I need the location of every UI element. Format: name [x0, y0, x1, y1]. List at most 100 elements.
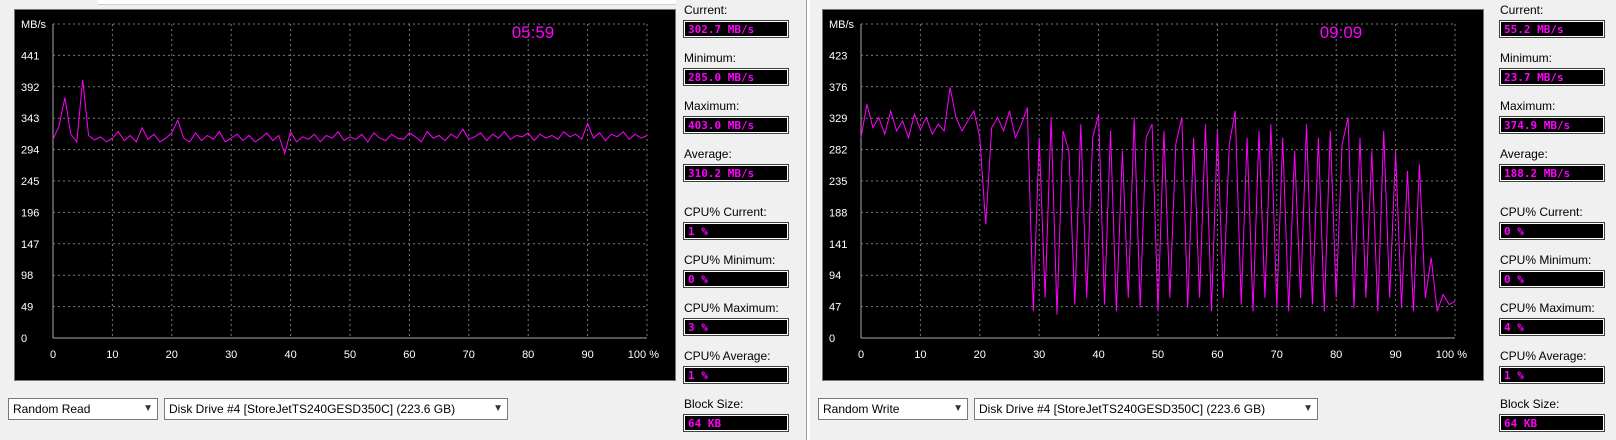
panel-divider [806, 0, 810, 440]
stat-value-cpu-maximum: 3 % [683, 318, 789, 336]
x-tick-label: 10 [914, 349, 926, 361]
y-tick-label: 343 [21, 113, 39, 125]
test-type-select[interactable]: Random Write ▼ [818, 398, 968, 420]
stat-label-cpu-maximum: CPU% Maximum: [684, 301, 779, 315]
y-tick-label: 329 [829, 113, 847, 125]
stat-label-cpu-current: CPU% Current: [684, 205, 767, 219]
stat-value-current: 55.2 MB/s [1499, 20, 1605, 38]
x-tick-label: 60 [1211, 349, 1223, 361]
stat-value-average: 310.2 MB/s [683, 164, 789, 182]
stat-value-cpu-current: 1 % [683, 222, 789, 240]
stat-value-cpu-average: 1 % [1499, 366, 1605, 384]
stat-label-cpu-average: CPU% Average: [1500, 349, 1587, 363]
x-tick-label: 40 [1092, 349, 1104, 361]
throughput-chart-svg: 441 392 343 294 245 196 147 98 49 0 0 10 20 30 40 50 60 7… [21, 19, 659, 361]
x-tick-label: 80 [1330, 349, 1342, 361]
stat-value-block-size: 64 KB [683, 414, 789, 432]
stat-value-block-size: 64 KB [1499, 414, 1605, 432]
x-tick-label: 0 [50, 349, 56, 361]
chevron-down-icon: ▼ [953, 403, 963, 414]
throughput-chart: 423 376 329 282 235 188 141 94 47 0 0 10 20 30 40 50 60 7… [822, 9, 1484, 381]
stat-label-maximum: Maximum: [684, 99, 740, 113]
benchmark-panel-read: 441 392 343 294 245 196 147 98 49 0 0 10 20 30 40 50 60 7… [0, 0, 806, 440]
drive-value: Disk Drive #4 [StoreJetTS240GESD350C] (2… [979, 402, 1266, 416]
stat-value-maximum: 374.9 MB/s [1499, 116, 1605, 134]
stat-label-current: Current: [1500, 3, 1544, 17]
y-tick-label: 94 [829, 270, 841, 282]
stat-label-minimum: Minimum: [1500, 51, 1553, 65]
stat-label-average: Average: [684, 147, 732, 161]
y-tick-label: 282 [829, 145, 847, 157]
x-tick-label: 100 % [628, 349, 659, 361]
stat-value-cpu-average: 1 % [683, 366, 789, 384]
top-strip [98, 0, 676, 5]
drive-select[interactable]: Disk Drive #4 [StoreJetTS240GESD350C] (2… [974, 398, 1318, 420]
chevron-down-icon: ▼ [1303, 403, 1313, 414]
y-tick-label: 0 [829, 333, 835, 345]
test-type-select[interactable]: Random Read ▼ [8, 398, 158, 420]
test-type-value: Random Read [13, 402, 91, 416]
drive-value: Disk Drive #4 [StoreJetTS240GESD350C] (2… [169, 402, 456, 416]
elapsed-timer: 05:59 [512, 23, 555, 42]
y-tick-label: 0 [21, 333, 27, 345]
y-tick-label: 196 [21, 207, 39, 219]
y-tick-label: 188 [829, 207, 847, 219]
y-tick-label: 235 [829, 176, 847, 188]
y-tick-label: 141 [829, 239, 847, 251]
x-tick-label: 100 % [1436, 349, 1467, 361]
drive-select[interactable]: Disk Drive #4 [StoreJetTS240GESD350C] (2… [164, 398, 508, 420]
stat-label-cpu-minimum: CPU% Minimum: [684, 253, 776, 267]
x-tick-label: 10 [106, 349, 118, 361]
x-tick-label: 30 [1033, 349, 1045, 361]
stat-value-cpu-minimum: 0 % [683, 270, 789, 288]
stat-label-current: Current: [684, 3, 728, 17]
stat-value-average: 188.2 MB/s [1499, 164, 1605, 182]
y-unit-label: MB/s [21, 19, 47, 31]
stat-label-average: Average: [1500, 147, 1548, 161]
stat-value-maximum: 403.0 MB/s [683, 116, 789, 134]
y-tick-label: 49 [21, 302, 33, 314]
x-tick-label: 0 [858, 349, 864, 361]
x-tick-label: 40 [284, 349, 296, 361]
x-tick-label: 20 [166, 349, 178, 361]
x-tick-label: 70 [1271, 349, 1283, 361]
benchmark-panel-write: 423 376 329 282 235 188 141 94 47 0 0 10 20 30 40 50 60 7… [812, 0, 1616, 440]
throughput-trace [52, 79, 648, 156]
stat-value-cpu-maximum: 4 % [1499, 318, 1605, 336]
stat-label-maximum: Maximum: [1500, 99, 1556, 113]
x-tick-label: 70 [463, 349, 475, 361]
stat-label-cpu-minimum: CPU% Minimum: [1500, 253, 1592, 267]
y-tick-label: 423 [829, 50, 847, 62]
y-tick-label: 294 [21, 145, 39, 157]
stat-label-cpu-maximum: CPU% Maximum: [1500, 301, 1595, 315]
x-tick-label: 80 [522, 349, 534, 361]
throughput-chart-svg: 423 376 329 282 235 188 141 94 47 0 0 10 20 30 40 50 60 7… [829, 19, 1467, 361]
chevron-down-icon: ▼ [493, 403, 503, 414]
throughput-trace [860, 87, 1456, 315]
x-tick-label: 20 [974, 349, 986, 361]
stat-label-cpu-average: CPU% Average: [684, 349, 771, 363]
y-tick-label: 392 [21, 82, 39, 94]
stat-label-block-size: Block Size: [684, 397, 744, 411]
y-unit-label: MB/s [829, 19, 855, 31]
chevron-down-icon: ▼ [143, 403, 153, 414]
x-tick-label: 60 [403, 349, 415, 361]
x-tick-label: 30 [225, 349, 237, 361]
x-tick-label: 50 [344, 349, 356, 361]
y-tick-label: 441 [21, 50, 39, 62]
x-tick-label: 50 [1152, 349, 1164, 361]
elapsed-timer: 09:09 [1320, 23, 1363, 42]
stat-label-minimum: Minimum: [684, 51, 737, 65]
x-tick-label: 90 [1389, 349, 1401, 361]
y-tick-label: 376 [829, 82, 847, 94]
x-tick-label: 90 [581, 349, 593, 361]
test-type-value: Random Write [823, 402, 900, 416]
stat-label-block-size: Block Size: [1500, 397, 1560, 411]
stat-label-cpu-current: CPU% Current: [1500, 205, 1583, 219]
y-tick-label: 47 [829, 302, 841, 314]
y-tick-label: 147 [21, 239, 39, 251]
y-tick-label: 245 [21, 176, 39, 188]
stat-value-minimum: 285.0 MB/s [683, 68, 789, 86]
stat-value-cpu-minimum: 0 % [1499, 270, 1605, 288]
throughput-chart: 441 392 343 294 245 196 147 98 49 0 0 10 20 30 40 50 60 7… [14, 9, 676, 381]
